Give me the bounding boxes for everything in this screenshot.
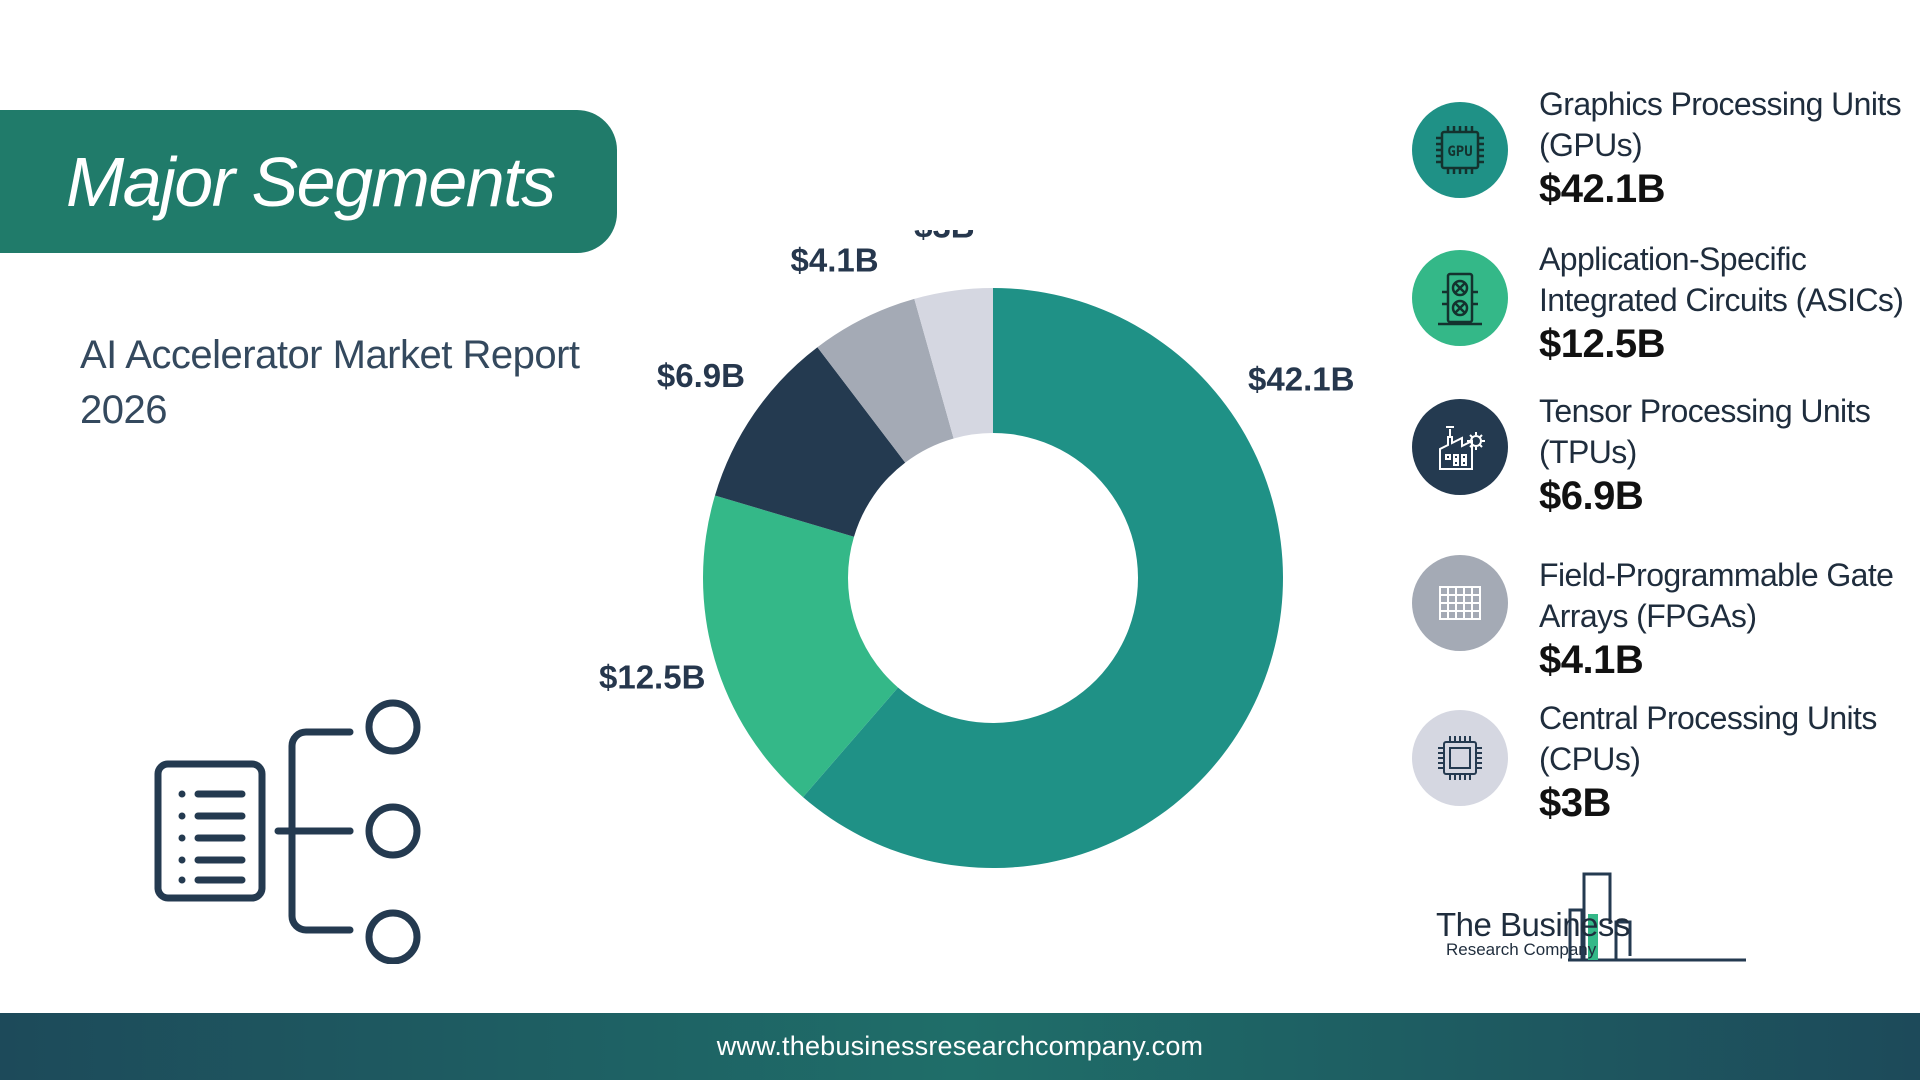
legend-name: Field-Programmable Gate Arrays (FPGAs): [1539, 557, 1894, 634]
slice-value-label: $4.1B: [791, 241, 879, 278]
legend-value: $12.5B: [1539, 322, 1665, 366]
slice-value-label: $6.9B: [657, 357, 745, 394]
slice-value-label: $3B: [914, 230, 975, 244]
donut-slice: [914, 288, 993, 439]
slice-value-label: $12.5B: [599, 658, 705, 695]
page-title: Major Segments: [66, 142, 556, 221]
grid-chip-icon: [1412, 555, 1508, 651]
legend-name: Tensor Processing Units (TPUs): [1539, 393, 1871, 470]
logo-line2: Research Company: [1446, 940, 1597, 959]
legend-name: Application-Specific Integrated Circuits…: [1539, 241, 1904, 318]
legend-value: $42.1B: [1539, 167, 1665, 211]
asic-chip-icon: [1412, 250, 1508, 346]
legend-name: Central Processing Units (CPUs): [1539, 700, 1877, 777]
legend-name: Graphics Processing Units (GPUs): [1539, 86, 1902, 163]
donut-slice: [817, 298, 954, 463]
cpu-chip-icon: [1412, 710, 1508, 806]
donut-slice: [703, 495, 898, 798]
svg-text:GPU: GPU: [1447, 144, 1472, 160]
donut-slice: [714, 347, 906, 537]
legend-value: $6.9B: [1539, 474, 1644, 518]
donut-slice: [802, 288, 1283, 868]
segments-tree-icon: [154, 699, 421, 964]
legend-value: $3B: [1539, 781, 1611, 825]
legend: GPU Graphics Processing Units (GPUs) $42…: [1412, 0, 1920, 830]
gpu-chip-icon: GPU: [1412, 102, 1508, 198]
footer-bar: www.thebusinessresearchcompany.com: [0, 1013, 1920, 1080]
legend-value: $4.1B: [1539, 638, 1644, 682]
report-subtitle: AI Accelerator Market Report 2026: [80, 333, 580, 432]
footer-url-link[interactable]: www.thebusinessresearchcompany.com: [716, 1031, 1204, 1061]
company-logo: The Business Research Company: [1436, 870, 1746, 970]
logo-line1: The Business: [1436, 906, 1630, 943]
donut-chart: $42.1B $12.5B $6.9B $4.1B $3B: [599, 230, 1354, 868]
slice-value-label: $42.1B: [1248, 361, 1354, 398]
factory-gear-icon: [1412, 399, 1508, 495]
title-banner: Major Segments: [0, 110, 617, 253]
